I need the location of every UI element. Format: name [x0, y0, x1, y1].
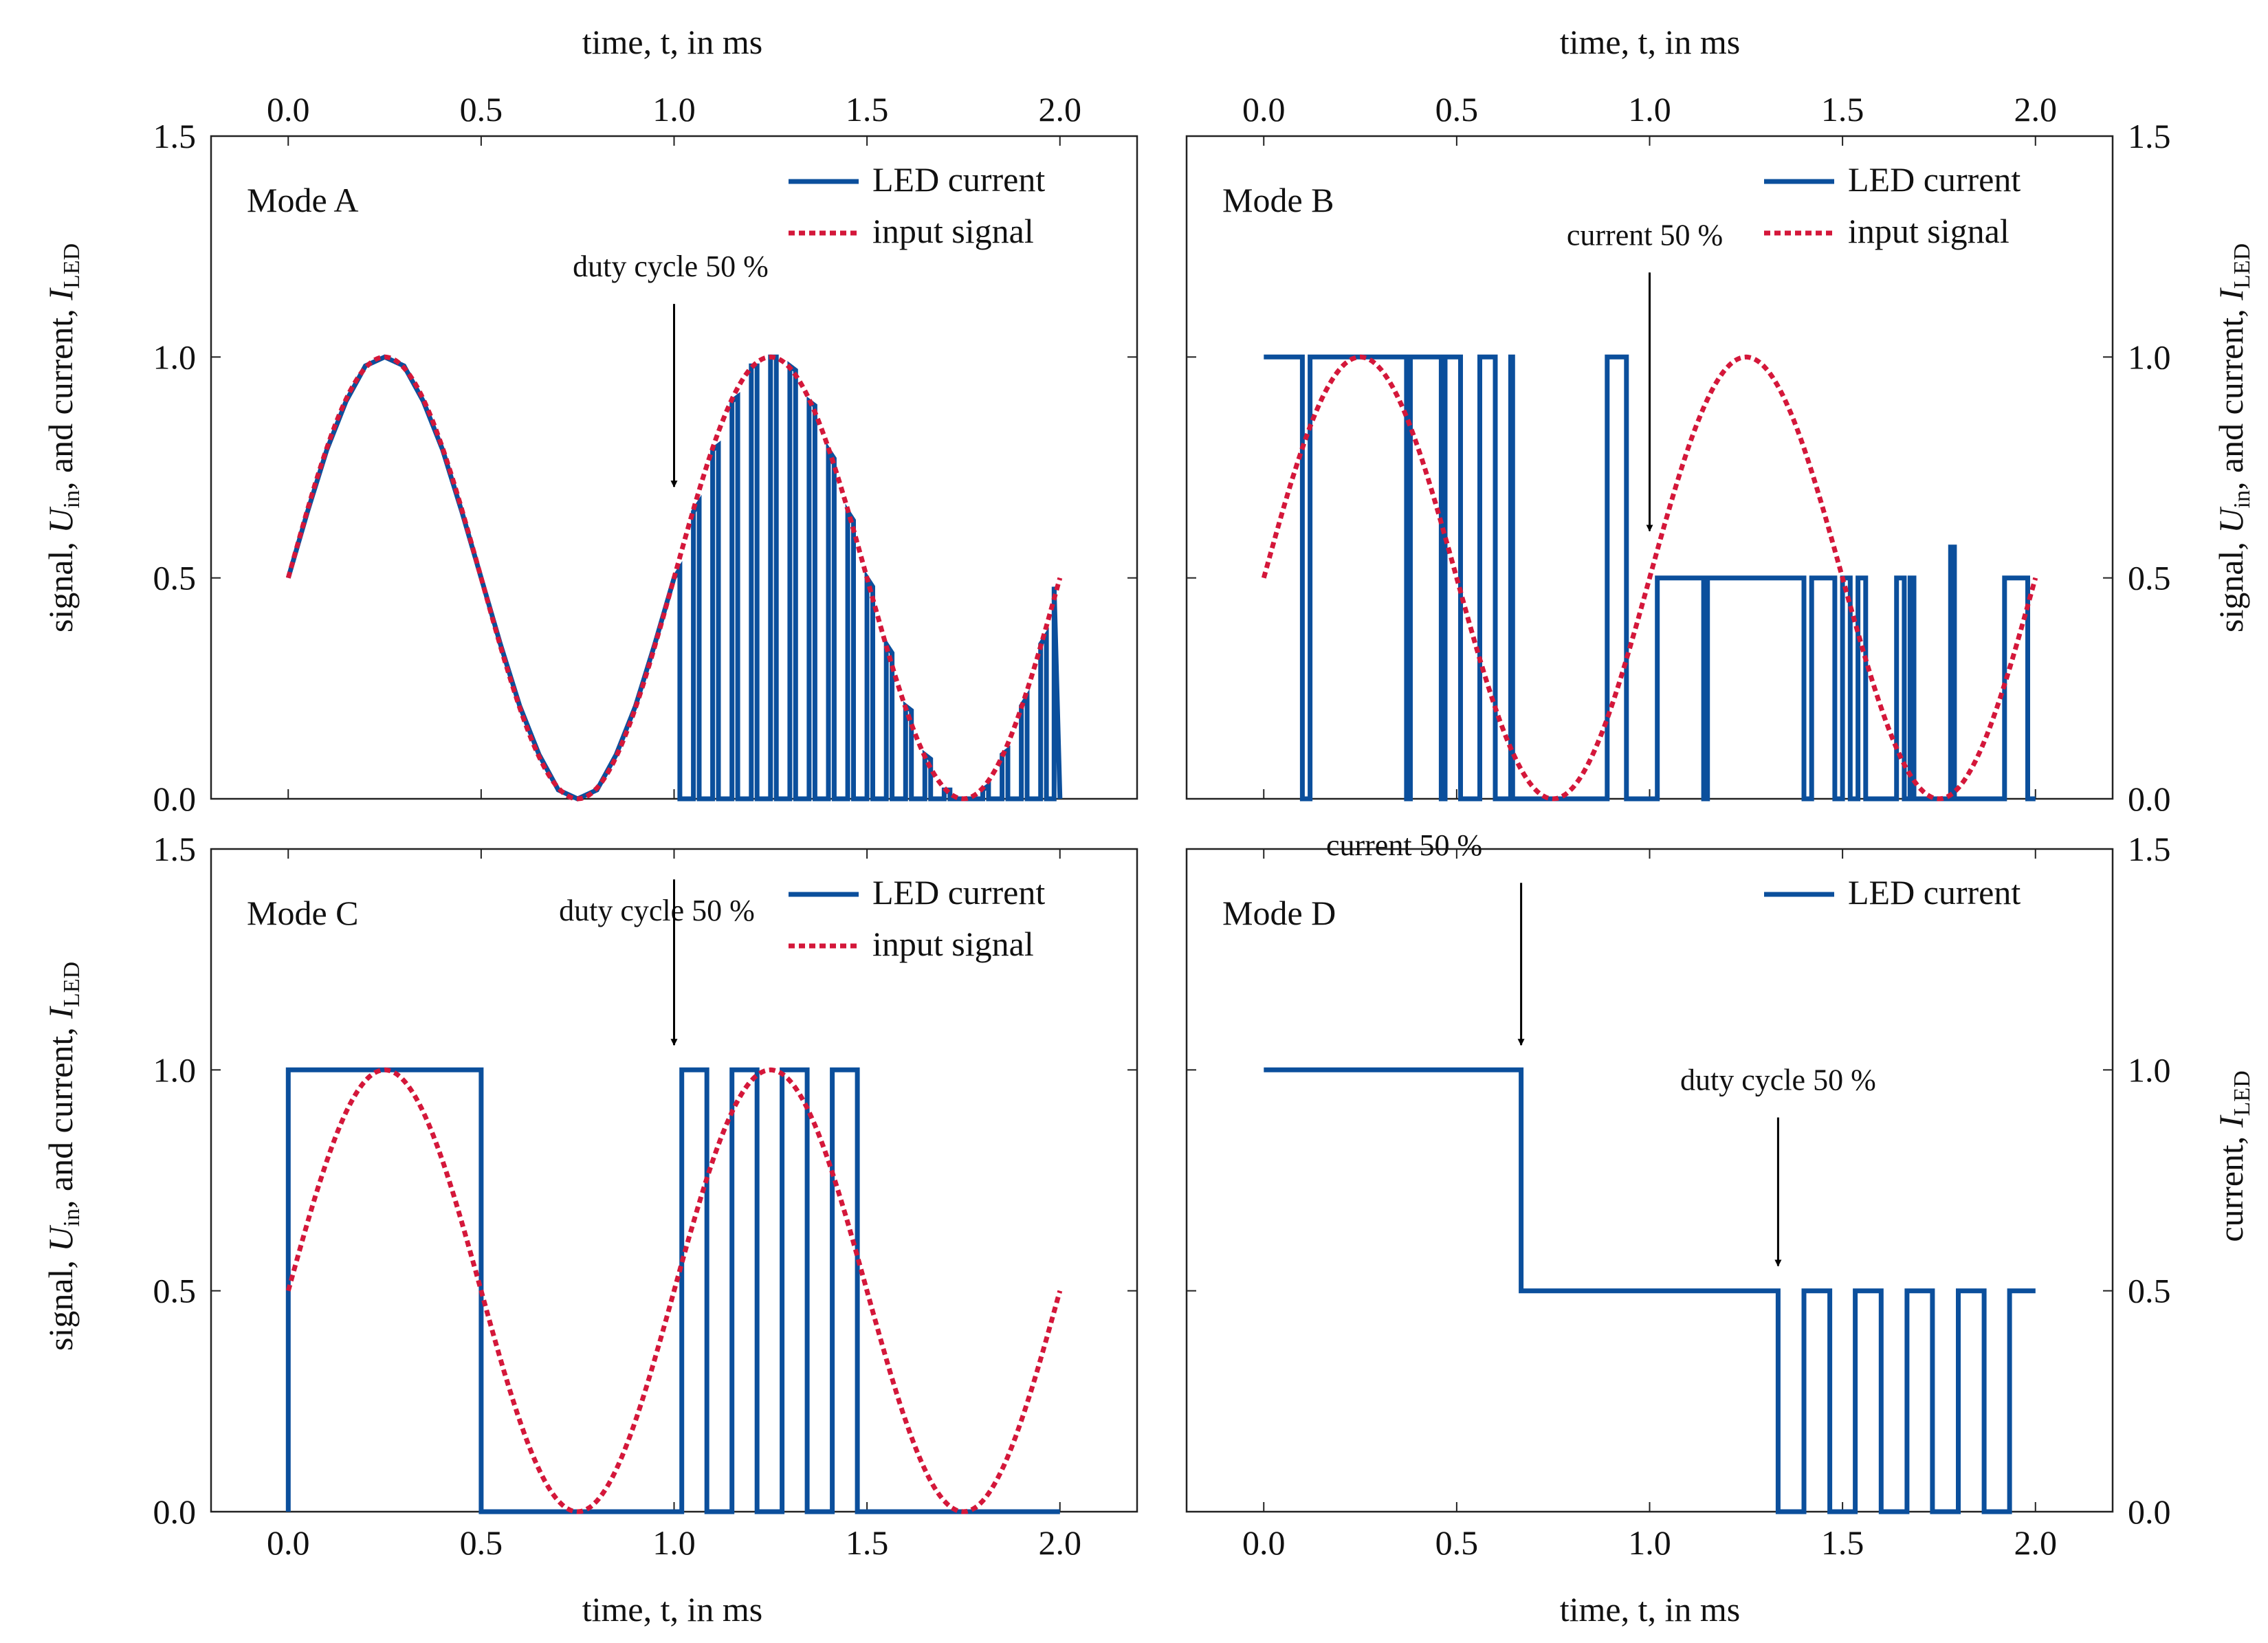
- x-tick-label: 1.5: [1821, 90, 1864, 129]
- series-input-signal: [1261, 354, 2038, 802]
- bottom-xlabel-c: time, t, in ms: [582, 1590, 763, 1629]
- series-led-current: [1264, 354, 2036, 802]
- plot-frame: [1185, 848, 2114, 1513]
- x-tick-label: 0.5: [1435, 1523, 1479, 1562]
- y-tick-label: 0.0: [2128, 780, 2171, 818]
- panel-mode-d: 0.0 0.5 1.0 1.5 2.0 0.0 0.5 1.0 1.5 Mode D LED cur…: [1185, 828, 2171, 1562]
- panel-label: Mode B: [1222, 181, 1334, 219]
- annotation-label: duty cycle 50 %: [573, 250, 769, 283]
- panel-mode-a: 0.0 0.5 1.0 1.5 2.0 0.0 0.5 1.0 1.5 Mode A LED cur…: [153, 90, 1138, 818]
- series-input-signal: [285, 1067, 1063, 1514]
- x-tick-label: 0.0: [267, 90, 310, 129]
- x-tick-label: 2.0: [1039, 1523, 1082, 1562]
- annotation-label: duty cycle 50 %: [559, 894, 755, 927]
- x-tick-label: 1.0: [652, 90, 696, 129]
- y-tick-label: 1.0: [2128, 338, 2171, 376]
- legend-label-led-current: LED current: [872, 160, 1045, 199]
- x-tick-label: 0.5: [460, 90, 503, 129]
- annotation-label: current 50 %: [1326, 828, 1482, 862]
- y-tick-label: 1.5: [2128, 117, 2171, 155]
- x-tick-label: 2.0: [2014, 90, 2058, 129]
- bottom-xlabel-d: time, t, in ms: [1560, 1590, 1741, 1629]
- series-led-current: [1264, 1067, 2036, 1514]
- x-tick-label: 1.0: [652, 1523, 696, 1562]
- x-tick-label: 1.0: [1628, 1523, 1671, 1562]
- y-tick-label: 1.5: [153, 830, 197, 868]
- y-tick-label: 0.5: [2128, 559, 2171, 597]
- annotation-label: current 50 %: [1567, 218, 1723, 252]
- x-tick-label: 1.0: [1628, 90, 1671, 129]
- panel-label: Mode C: [247, 894, 359, 932]
- x-tick-label: 1.5: [846, 1523, 889, 1562]
- legend-label-led-current: LED current: [872, 873, 1045, 912]
- legend-label-led-current: LED current: [1848, 873, 2021, 912]
- y-tick-label: 0.5: [2128, 1272, 2171, 1310]
- x-tick-label: 0.5: [1435, 90, 1479, 129]
- ylabel-a: signal, Uin, and current, ILED: [41, 243, 85, 632]
- y-tick-label: 1.0: [153, 1050, 197, 1089]
- y-tick-label: 1.5: [153, 117, 197, 155]
- x-tick-label: 1.5: [846, 90, 889, 129]
- series-led-current: [285, 1067, 1060, 1514]
- ylabel-b: signal, Uin, and current, ILED: [2212, 243, 2255, 632]
- x-tick-label: 0.0: [1242, 1523, 1286, 1562]
- y-tick-label: 0.0: [153, 780, 197, 818]
- y-tick-label: 1.0: [2128, 1050, 2171, 1089]
- series-input-signal: [285, 354, 1063, 802]
- top-xlabel-b: time, t, in ms: [1560, 23, 1741, 61]
- legend-label-led-current: LED current: [1848, 160, 2021, 199]
- x-tick-label: 0.0: [1242, 90, 1286, 129]
- ylabel-d: current, ILED: [2212, 1070, 2255, 1242]
- x-tick-label: 0.5: [460, 1523, 503, 1562]
- y-tick-label: 0.0: [153, 1492, 197, 1531]
- panel-mode-b: 0.0 0.5 1.0 1.5 2.0 0.0 0.5 1.0 1.5 Mode B LED cur…: [1185, 90, 2171, 818]
- annotation-label: duty cycle 50 %: [1680, 1063, 1876, 1097]
- panel-label: Mode D: [1222, 894, 1336, 932]
- y-tick-label: 0.5: [153, 1272, 197, 1310]
- y-tick-label: 0.0: [2128, 1492, 2171, 1531]
- y-tick-label: 0.5: [153, 559, 197, 597]
- top-xlabel-a: time, t, in ms: [582, 23, 763, 61]
- legend-label-input-signal: input signal: [872, 925, 1034, 963]
- x-tick-label: 2.0: [1039, 90, 1082, 129]
- x-tick-label: 2.0: [2014, 1523, 2058, 1562]
- legend-label-input-signal: input signal: [872, 212, 1034, 250]
- x-tick-label: 0.0: [267, 1523, 310, 1562]
- x-tick-label: 1.5: [1821, 1523, 1864, 1562]
- y-tick-label: 1.5: [2128, 830, 2171, 868]
- legend-label-input-signal: input signal: [1848, 212, 2010, 250]
- panel-label: Mode A: [247, 181, 359, 219]
- ylabel-c: signal, Uin, and current, ILED: [41, 962, 85, 1351]
- panel-mode-c: 0.0 0.5 1.0 1.5 2.0 0.0 0.5 1.0 1.5 Mode C LED cur…: [153, 830, 1138, 1562]
- y-tick-label: 1.0: [153, 338, 197, 376]
